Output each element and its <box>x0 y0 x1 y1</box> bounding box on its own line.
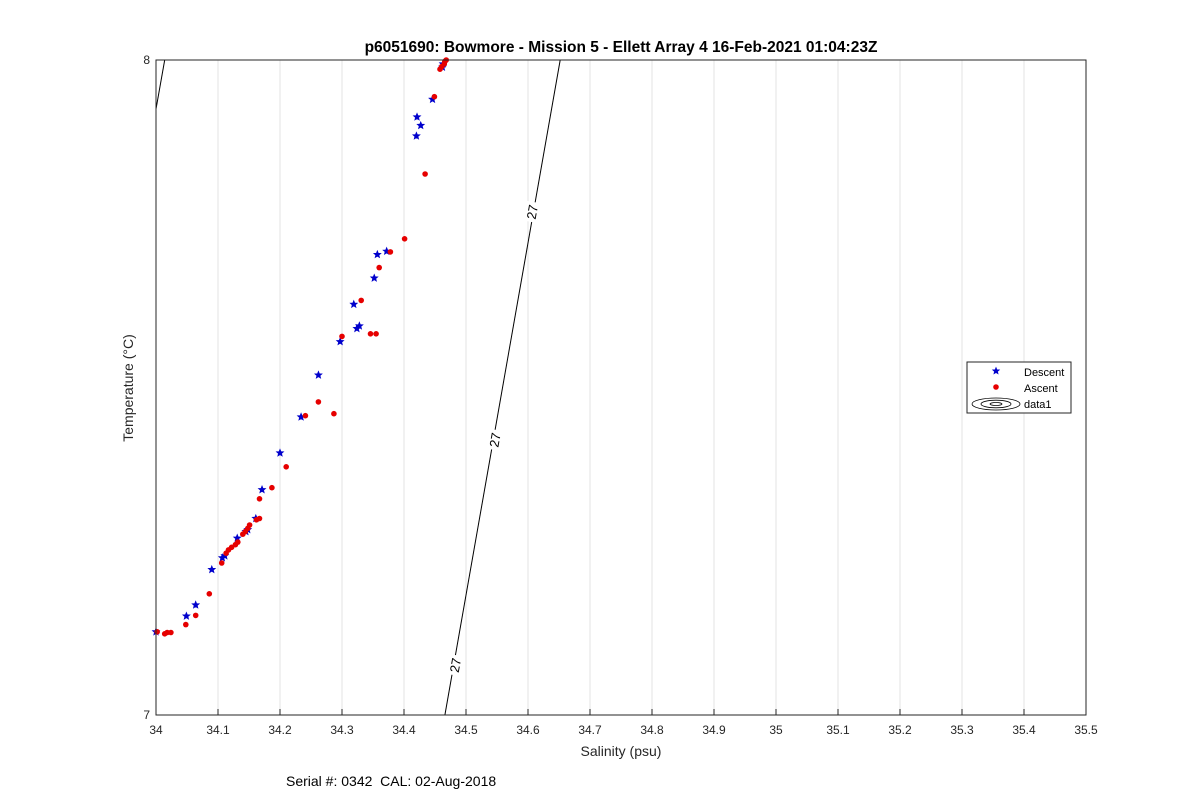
y-axis-label: Temperature (°C) <box>120 334 136 442</box>
ascent-point <box>315 399 322 405</box>
ascent-point <box>422 171 428 177</box>
descent-point <box>372 249 382 259</box>
legend-descent-label: Descent <box>1024 367 1064 379</box>
x-tick-label: 35.5 <box>1074 723 1098 737</box>
axes <box>155 59 1087 716</box>
y-tick-labels: 78 <box>143 53 150 722</box>
x-tick-label: 35.2 <box>888 723 912 737</box>
descent-point <box>181 611 191 620</box>
legend-data1-label: data1 <box>1024 399 1052 411</box>
ascent-series <box>154 57 450 637</box>
serial-calibration-note: Serial #: 0342 CAL: 02-Aug-2018 <box>286 773 497 789</box>
ascent-point <box>183 621 189 628</box>
x-tick-label: 34.4 <box>392 723 416 737</box>
chart-title: p6051690: Bowmore - Mission 5 - Ellett A… <box>365 39 878 56</box>
legend-ascent-marker <box>993 384 999 390</box>
ascent-point <box>331 410 337 417</box>
ascent-point <box>206 591 213 597</box>
contour-line <box>155 59 166 110</box>
legend-contour-icon <box>971 397 1021 411</box>
ascent-point <box>339 333 345 340</box>
ascent-point <box>192 612 199 619</box>
x-tick-labels: 34 34.1 34.2 34.3 34.4 34.5 34.6 34.7 34.8 34.9 35… <box>149 723 1098 737</box>
contour-label-bg <box>445 653 466 677</box>
x-tick-label: 35.3 <box>950 723 974 737</box>
ascent-point <box>269 484 275 491</box>
descent-point <box>191 600 201 609</box>
ascent-point <box>154 629 160 635</box>
descent-point <box>275 448 285 457</box>
contour-label: 27 <box>447 657 464 674</box>
x-axis-label: Salinity (psu) <box>581 743 662 759</box>
contour-label-bg <box>522 200 542 224</box>
density-contours: 27 27 27 <box>155 59 561 716</box>
x-tick-label: 34 <box>149 723 163 737</box>
x-tick-label: 34.3 <box>330 723 354 737</box>
ascent-point <box>367 331 374 337</box>
y-tick-label: 7 <box>143 708 150 722</box>
x-tick-label: 34.7 <box>578 723 602 737</box>
ascent-point <box>358 297 365 304</box>
descent-point <box>217 553 227 562</box>
ascent-point <box>302 412 309 419</box>
x-tick-label: 35.4 <box>1012 723 1036 737</box>
contour-label-bg <box>485 428 505 452</box>
descent-point <box>369 273 379 282</box>
descent-point <box>354 321 364 330</box>
x-tick-label: 34.1 <box>206 723 230 737</box>
ascent-point <box>437 66 443 72</box>
descent-point <box>416 120 426 130</box>
x-tick-label: 35.1 <box>826 723 850 737</box>
ascent-point <box>387 249 394 255</box>
ascent-point <box>256 496 263 502</box>
descent-point <box>412 112 422 121</box>
x-tick-label: 34.9 <box>702 723 726 737</box>
ascent-point <box>401 236 408 242</box>
contour-label: 27 <box>486 431 503 448</box>
descent-point <box>207 564 217 574</box>
ascent-point <box>431 93 438 100</box>
descent-point <box>335 336 345 346</box>
x-tick-label: 35 <box>769 723 783 737</box>
ascent-point <box>376 264 383 271</box>
x-tick-label: 34.2 <box>268 723 292 737</box>
legend: Descent Ascent data1 <box>966 361 1072 414</box>
descent-point <box>314 370 323 379</box>
y-tick-label: 8 <box>143 53 150 67</box>
legend-box <box>966 361 1072 414</box>
contour-label: 27 <box>524 204 541 221</box>
ascent-point <box>218 560 225 566</box>
x-tick-label: 34.8 <box>640 723 664 737</box>
ascent-point <box>253 517 260 523</box>
ascent-point <box>283 464 290 470</box>
ascent-point <box>373 331 379 337</box>
plot-area-border <box>155 59 1087 716</box>
descent-point <box>349 299 359 309</box>
ascent-point <box>240 531 246 537</box>
ascent-point <box>161 631 168 637</box>
descent-point <box>257 485 267 494</box>
x-tick-label: 34.6 <box>516 723 540 737</box>
legend-ascent-label: Ascent <box>1024 383 1058 395</box>
legend-descent-marker <box>991 366 1001 375</box>
ascent-point <box>223 550 229 556</box>
descent-point <box>411 131 421 140</box>
x-tick-label: 34.5 <box>454 723 478 737</box>
contour-line <box>444 59 561 716</box>
